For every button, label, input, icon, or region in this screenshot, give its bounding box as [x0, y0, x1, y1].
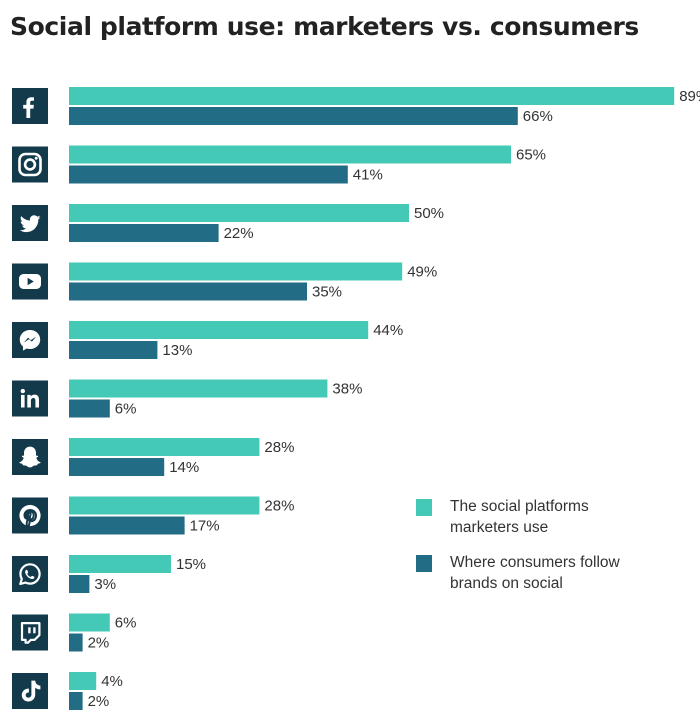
bar-labels: 89% 66% 65% 41% 50% 22% 49% 35% 44% 13% 38% 6% 28% 14… — [88, 88, 700, 710]
bar-marketers-pinterest — [69, 496, 260, 515]
twitch-icon — [12, 614, 48, 651]
bar-consumers-snapchat — [69, 458, 165, 476]
bar-marketers-whatsapp — [69, 555, 171, 573]
chart-title: Social platform use: marketers vs. consu… — [10, 12, 639, 41]
bar-marketers-twitch — [69, 613, 110, 632]
bar-marketers-youtube — [69, 262, 403, 281]
bar-label-marketers-linkedin: 38% — [332, 381, 362, 398]
bar-label-marketers-pinterest: 28% — [264, 498, 294, 515]
bar-marketers-facebook — [69, 87, 675, 105]
bar-marketers-tiktok — [69, 672, 97, 690]
messenger-icon — [12, 322, 48, 358]
bar-consumers-messenger — [69, 341, 158, 359]
legend-item-marketers: The social platforms marketers use — [416, 496, 686, 538]
bar-label-consumers-linkedin: 6% — [115, 401, 137, 418]
bar-label-consumers-twitter: 22% — [224, 225, 254, 242]
bar-label-consumers-twitch: 2% — [88, 635, 110, 652]
legend-swatch-consumers — [416, 555, 432, 572]
legend: The social platforms marketers use Where… — [416, 496, 686, 608]
bar-consumers-whatsapp — [69, 575, 90, 593]
bar-marketers-instagram — [69, 145, 511, 164]
legend-label-consumers-line2: brands on social — [450, 575, 563, 592]
bar-label-consumers-snapchat: 14% — [169, 459, 199, 476]
bar-consumers-twitter — [69, 224, 219, 242]
bar-label-marketers-messenger: 44% — [373, 322, 403, 339]
tiktok-icon — [12, 673, 48, 709]
platform-icons — [12, 88, 48, 709]
legend-label-marketers-line1: The social platforms — [450, 498, 589, 515]
twitter-icon — [12, 205, 48, 241]
bar-label-marketers-twitch: 6% — [115, 615, 137, 632]
bar-marketers-snapchat — [69, 438, 260, 456]
bar-marketers-twitter — [69, 204, 409, 222]
bar-label-consumers-pinterest: 17% — [190, 518, 220, 535]
bar-marketers-linkedin — [69, 379, 328, 398]
bar-label-marketers-youtube: 49% — [407, 264, 437, 281]
legend-label-marketers-line2: marketers use — [450, 519, 549, 536]
bar-consumers-pinterest — [69, 516, 185, 535]
instagram-icon — [12, 146, 48, 183]
bar-consumers-tiktok — [69, 692, 83, 710]
bar-consumers-youtube — [69, 282, 307, 301]
bar-consumers-linkedin — [69, 399, 110, 418]
bar-marketers-messenger — [69, 321, 369, 339]
legend-item-consumers: Where consumers follow brands on social — [416, 552, 686, 594]
bar-label-consumers-instagram: 41% — [353, 167, 383, 184]
facebook-icon — [12, 88, 48, 124]
bar-label-consumers-whatsapp: 3% — [94, 576, 116, 593]
bar-label-marketers-facebook: 89% — [679, 88, 700, 105]
bar-label-consumers-facebook: 66% — [523, 108, 553, 125]
bar-label-consumers-youtube: 35% — [312, 284, 342, 301]
youtube-icon — [12, 263, 48, 300]
bar-label-marketers-whatsapp: 15% — [176, 556, 206, 573]
linkedin-icon — [12, 380, 48, 417]
snapchat-icon — [12, 439, 48, 475]
whatsapp-icon — [12, 556, 48, 592]
bar-label-marketers-snapchat: 28% — [264, 439, 294, 456]
legend-swatch-marketers — [416, 499, 432, 516]
bar-label-marketers-tiktok: 4% — [101, 673, 123, 690]
bar-consumers-facebook — [69, 107, 518, 125]
bar-label-marketers-twitter: 50% — [414, 205, 444, 222]
pinterest-icon — [12, 497, 48, 534]
legend-label-consumers-line1: Where consumers follow — [450, 554, 620, 571]
bar-label-consumers-messenger: 13% — [162, 342, 192, 359]
bars — [69, 87, 675, 710]
bar-consumers-twitch — [69, 633, 83, 652]
bar-label-marketers-instagram: 65% — [516, 147, 546, 164]
bar-consumers-instagram — [69, 165, 348, 184]
bar-label-consumers-tiktok: 2% — [88, 693, 110, 710]
